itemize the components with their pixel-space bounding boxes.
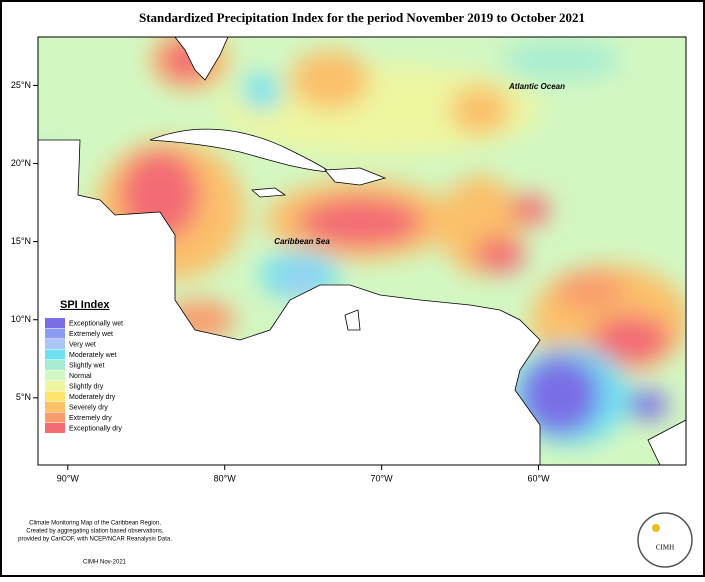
legend-swatch [45,402,65,412]
legend-label: Very wet [69,341,96,348]
map-label: Atlantic Ocean [508,82,565,91]
footer-line: Created by aggregating station based obs… [26,529,164,535]
legend-label: Slightly wet [69,362,104,369]
legend-swatch [45,381,65,391]
legend-swatch [45,360,65,370]
legend-label: Slightly dry [69,383,104,390]
footer-line: provided by CariCOF, with NCEP/NCAR Rean… [18,537,172,543]
credit: CIMH Nov-2021 [83,560,127,566]
logo-ring [637,512,693,568]
legend-label: Extremely wet [69,331,113,338]
legend-swatch [45,339,65,349]
y-tick-label: 15°N [11,236,31,246]
legend-label: Extremely dry [69,415,112,422]
legend-label: Normal [69,373,92,380]
legend: SPI Index Exceptionally wet Extremely wet V… [42,296,167,433]
map-frame [37,36,687,466]
map-label: Caribbean Sea [274,237,330,246]
x-tick-label: 70°W [371,473,394,483]
legend-label: Moderately wet [69,352,117,359]
y-tick-label: 5°N [16,392,31,402]
legend-swatch [45,391,65,402]
legend-swatch [45,318,65,328]
legend-label: Moderately dry [69,394,116,401]
x-tick-label: 60°W [527,473,550,483]
legend-label: Severely dry [69,404,108,411]
legend-swatch [45,412,65,423]
footer-line: Climate Monitoring Map of the Caribbean … [29,521,161,527]
legend-swatch [45,370,65,381]
logo-text: CIMH [656,544,674,552]
y-tick-label: 20°N [11,158,31,168]
legend-label: Exceptionally wet [69,320,123,327]
y-tick-label: 10°N [11,314,31,324]
legend-swatch [45,328,65,339]
logo: CIMH [637,512,693,568]
footer: Climate Monitoring Map of the Caribbean … [18,521,172,543]
legend-title: SPI Index [60,299,110,311]
legend-label: Exceptionally dry [69,425,122,432]
x-tick-label: 90°W [57,473,80,483]
logo-sun [652,524,660,532]
y-tick-label: 25°N [11,80,31,90]
ticks: 90°W 80°W 70°W 60°W 25°N 20°N 15°N 10°N 5°N [11,80,550,484]
x-tick-label: 80°W [214,473,237,483]
title: Standardized Precipitation Index for the… [139,10,585,25]
legend-swatch [45,349,65,360]
legend-swatch [45,423,65,433]
